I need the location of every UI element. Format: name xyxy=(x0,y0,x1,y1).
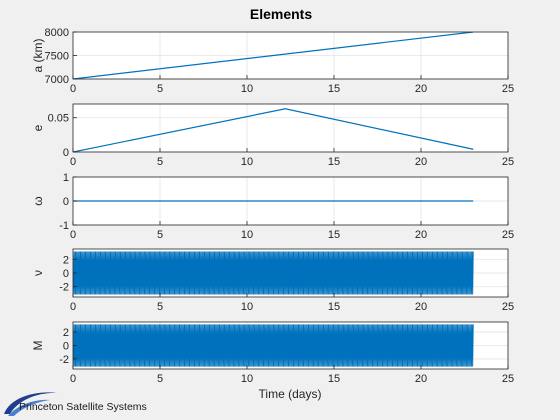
y-tick-label: 8000 xyxy=(45,27,69,39)
x-tick-label: 20 xyxy=(415,156,427,168)
plot-area xyxy=(73,104,508,152)
x-tick-label: 15 xyxy=(328,156,340,168)
x-tick-label: 0 xyxy=(70,301,76,313)
x-tick-label: 25 xyxy=(502,301,514,313)
x-tick-label: 10 xyxy=(241,373,253,385)
x-tick-label: 0 xyxy=(70,229,76,241)
axes-box xyxy=(72,103,509,153)
x-tick-label: 5 xyxy=(157,83,163,95)
series-line xyxy=(73,32,474,79)
x-tick-label: 15 xyxy=(328,229,340,241)
x-axis-label: Time (days) xyxy=(259,387,322,401)
x-tick-label: 25 xyxy=(502,83,514,95)
y-tick-label: 1 xyxy=(63,172,69,184)
y-tick-label: 0 xyxy=(63,196,69,208)
x-tick-label: 5 xyxy=(157,229,163,241)
x-tick-label: 0 xyxy=(70,373,76,385)
x-tick-label: 15 xyxy=(328,373,340,385)
y-axis-label: ω xyxy=(31,196,45,205)
x-tick-label: 0 xyxy=(70,156,76,168)
x-tick-label: 20 xyxy=(415,373,427,385)
x-tick-label: 10 xyxy=(241,156,253,168)
y-tick-label: 0.05 xyxy=(48,113,69,125)
x-tick-label: 10 xyxy=(241,83,253,95)
y-tick-label: -2 xyxy=(59,354,69,366)
logo-text: Princeton Satellite Systems xyxy=(19,401,147,413)
y-tick-label: 2 xyxy=(63,254,69,266)
x-tick-label: 25 xyxy=(502,373,514,385)
x-tick-label: 20 xyxy=(415,301,427,313)
y-tick-label: -1 xyxy=(59,220,69,232)
x-tick-label: 5 xyxy=(157,373,163,385)
y-axis-label: a (km) xyxy=(31,39,45,73)
x-tick-label: 25 xyxy=(502,156,514,168)
x-tick-label: 15 xyxy=(328,83,340,95)
y-tick-label: 7500 xyxy=(45,51,69,63)
y-tick-label: 0 xyxy=(63,341,69,353)
subplot-2: 0 5 10 15 20 25 0 0.05e xyxy=(31,103,514,168)
x-tick-label: 20 xyxy=(415,229,427,241)
y-tick-label: 7000 xyxy=(45,74,69,86)
y-tick-label: -2 xyxy=(59,282,69,294)
logo-swoosh-icon xyxy=(4,392,58,414)
logo-swoosh-icon-2 xyxy=(8,399,50,416)
y-axis-label: e xyxy=(31,124,45,131)
y-tick-label: 2 xyxy=(63,327,69,339)
x-tick-label: 20 xyxy=(415,83,427,95)
princeton-logo: Princeton Satellite Systems xyxy=(4,392,147,416)
x-tick-label: 5 xyxy=(157,301,163,313)
oscillation-series xyxy=(73,251,474,295)
y-tick-label: 0 xyxy=(63,268,69,280)
x-tick-label: 10 xyxy=(241,301,253,313)
oscillation-series xyxy=(73,324,474,367)
series-line xyxy=(73,108,474,152)
x-tick-label: 0 xyxy=(70,83,76,95)
y-axis-label: M xyxy=(31,341,45,351)
y-tick-label: 0 xyxy=(63,147,69,159)
figure-title: Elements xyxy=(250,6,312,22)
x-tick-label: 15 xyxy=(328,301,340,313)
x-tick-label: 25 xyxy=(502,229,514,241)
x-tick-label: 5 xyxy=(157,156,163,168)
subplot-5: 0 5 10 15 20 25 -20 2 M xyxy=(31,321,514,385)
y-axis-label: ν xyxy=(31,270,45,276)
x-tick-label: 10 xyxy=(241,229,253,241)
